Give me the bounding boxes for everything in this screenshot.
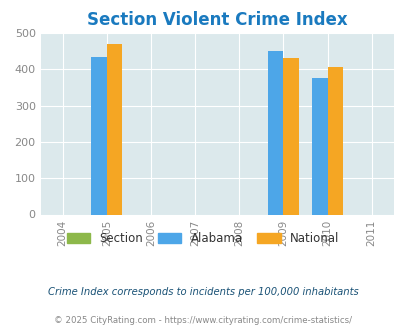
Text: Crime Index corresponds to incidents per 100,000 inhabitants: Crime Index corresponds to incidents per… <box>47 287 358 297</box>
Bar <box>91 57 107 214</box>
Bar <box>327 68 342 214</box>
Bar <box>267 51 283 214</box>
Legend: Section, Alabama, National: Section, Alabama, National <box>62 227 343 250</box>
Bar <box>311 78 327 214</box>
Bar <box>107 44 122 214</box>
Bar <box>283 58 298 214</box>
Title: Section Violent Crime Index: Section Violent Crime Index <box>87 11 347 29</box>
Text: © 2025 CityRating.com - https://www.cityrating.com/crime-statistics/: © 2025 CityRating.com - https://www.city… <box>54 315 351 325</box>
